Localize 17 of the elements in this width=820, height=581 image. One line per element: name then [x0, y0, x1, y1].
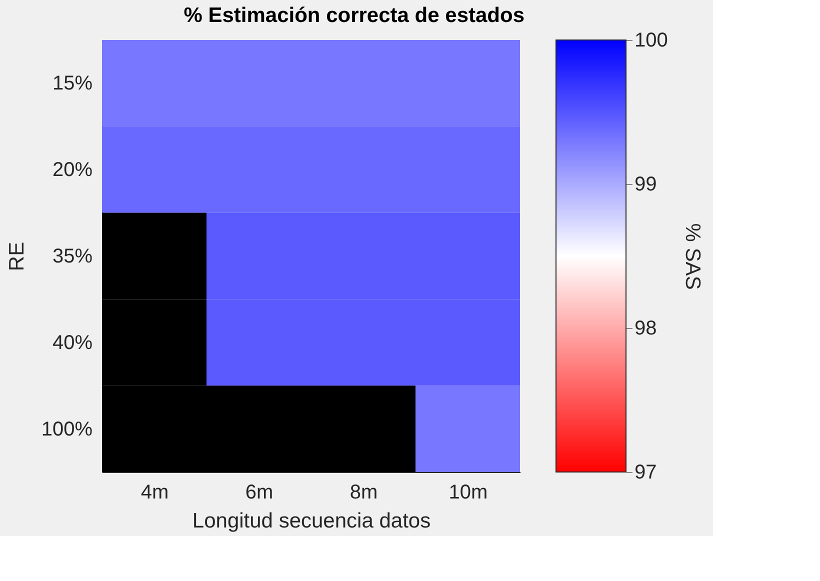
x-tick-label: 6m	[245, 482, 274, 504]
x-tick-label: 10m	[448, 482, 488, 504]
color-bar-label: 99	[634, 174, 657, 196]
y-tick-label: 20%	[52, 159, 93, 182]
y-tick-label: 15%	[52, 72, 93, 95]
color-bar-label: 97	[634, 462, 657, 484]
color-bar-label: 98	[634, 318, 657, 340]
color-bar-title: % SAS	[680, 223, 704, 290]
x-tick-label: 4m	[140, 482, 169, 504]
color-bar-label: 100	[634, 30, 668, 52]
chart-title: % Estimación correcta de estados	[184, 4, 525, 27]
y-tick-label: 100%	[41, 418, 93, 440]
y-axis-title: RE	[5, 242, 28, 272]
x-tick-label: 8m	[350, 482, 378, 504]
y-tick-label: 35%	[52, 246, 93, 268]
y-tick-label: 40%	[52, 332, 93, 354]
x-axis-title: Longitud secuencia datos	[192, 510, 431, 532]
